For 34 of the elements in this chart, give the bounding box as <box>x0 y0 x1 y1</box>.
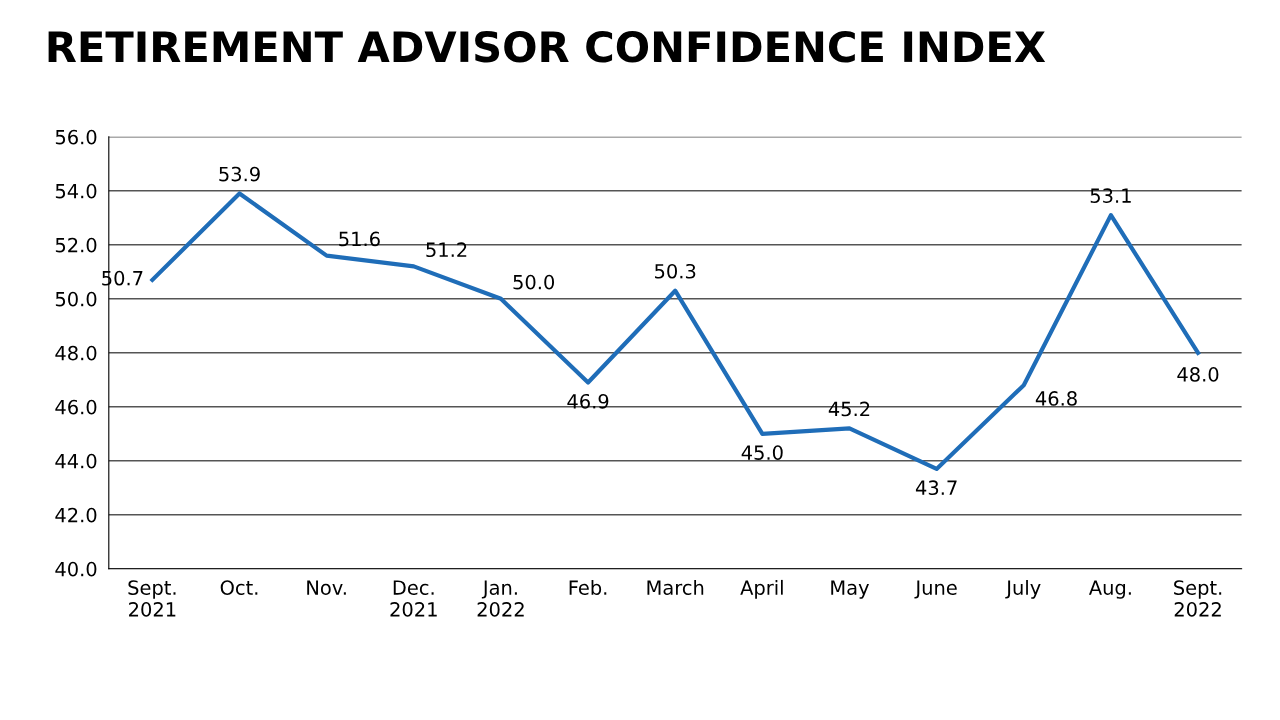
data-label: 53.1 <box>1090 188 1131 203</box>
x-tick-label: Jan. 2022 <box>477 580 524 617</box>
y-tick-label: 44.0 <box>55 453 97 469</box>
data-label: 51.2 <box>426 242 467 258</box>
x-tick-label: Sept. 2021 <box>128 580 176 617</box>
chart-title: RETIREMENT ADVISOR CONFIDENCE INDEX <box>48 30 1046 63</box>
data-label: 46.8 <box>1035 391 1077 406</box>
y-tick-label: 50.0 <box>55 291 97 307</box>
x-tick-label: March <box>647 579 704 595</box>
data-label: 48.0 <box>1177 367 1219 382</box>
x-tick-label: Feb. <box>569 579 607 595</box>
y-tick-label: 54.0 <box>55 183 97 199</box>
data-label: 53.9 <box>219 166 260 182</box>
data-label: 50.3 <box>655 263 696 279</box>
y-tick-label: 46.0 <box>55 399 97 415</box>
y-tick-label: 48.0 <box>55 345 97 361</box>
x-tick-label: May <box>831 580 869 599</box>
data-label: 46.9 <box>567 393 609 409</box>
x-tick-label: June <box>914 580 957 599</box>
x-tick-label: April <box>740 579 783 599</box>
y-tick-label: 52.0 <box>55 237 97 253</box>
x-tick-label: Nov. <box>307 580 346 595</box>
data-label: 43.7 <box>915 480 957 496</box>
y-tick-label: 40.0 <box>55 561 97 577</box>
x-tick-label: July <box>1005 579 1041 599</box>
data-label: 50.0 <box>513 274 555 290</box>
data-label: 45.0 <box>741 445 783 460</box>
x-tick-label: Sept. 2022 <box>1174 580 1222 617</box>
y-tick-label: 42.0 <box>55 507 97 523</box>
x-tick-label: Oct. <box>220 580 258 595</box>
data-label: 51.6 <box>339 231 380 247</box>
x-tick-label: Aug. <box>1088 580 1131 599</box>
x-tick-label: Dec. 2021 <box>390 580 437 617</box>
y-tick-label: 56.0 <box>55 129 97 145</box>
